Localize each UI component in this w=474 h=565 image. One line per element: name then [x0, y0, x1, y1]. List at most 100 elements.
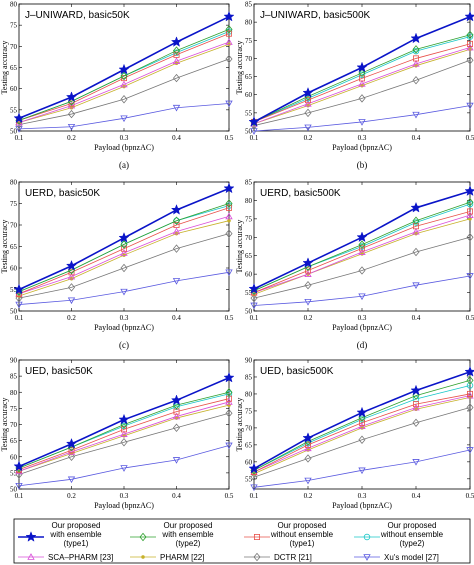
series-ours_noens1: [15, 30, 232, 124]
data-point: [358, 435, 366, 445]
x-axis-label: Payload (bpnzAC): [94, 143, 154, 152]
series-xu: [15, 100, 233, 133]
series-line: [253, 47, 471, 125]
data-point: [466, 56, 474, 65]
series-line: [253, 275, 471, 306]
data-point: [172, 57, 181, 64]
data-point: [358, 119, 366, 126]
x-tick-label: 0.4: [412, 134, 421, 142]
data-point: [120, 465, 128, 472]
legend-label: Our proposed: [52, 521, 101, 530]
data-point: [65, 259, 78, 271]
data-point: [65, 91, 78, 102]
series-line: [253, 201, 471, 292]
y-tick-label: 50: [10, 486, 18, 494]
y-tick-label: 80: [10, 179, 18, 187]
x-tick-label: 0.5: [466, 134, 474, 142]
data-point: [358, 413, 366, 422]
data-point: [250, 302, 258, 310]
data-point: [464, 10, 474, 22]
series-xu: [15, 442, 233, 490]
data-point: [304, 124, 312, 132]
y-tick-label: 80: [10, 389, 18, 397]
data-point: [67, 109, 76, 119]
x-tick-label: 0.2: [304, 314, 313, 322]
data-point: [225, 442, 233, 450]
data-point: [358, 75, 365, 82]
data-point: [466, 376, 474, 385]
data-point: [358, 94, 366, 103]
x-axis-label: Payload (bpnzAC): [332, 323, 392, 332]
legend-swatch-marker: [141, 555, 145, 559]
x-tick-label: 0.5: [225, 314, 234, 322]
data-point: [302, 432, 314, 443]
panel-title: UERD, basic500K: [260, 188, 341, 199]
y-axis-label: Testing accuracy: [0, 220, 9, 274]
x-tick-label: 0.3: [120, 134, 129, 142]
series-line: [18, 398, 230, 471]
data-point: [304, 99, 312, 107]
data-point: [466, 211, 474, 218]
series-line: [253, 203, 471, 292]
panel-title: UERD, basic50K: [25, 188, 100, 199]
data-point: [225, 38, 233, 45]
data-point: [466, 208, 473, 215]
data-point: [172, 423, 181, 432]
y-tick-label: 90: [245, 357, 253, 365]
data-point: [358, 293, 366, 301]
y-tick-label: 55: [245, 475, 253, 483]
data-point: [248, 282, 260, 294]
x-tick-label: 0.2: [304, 134, 313, 142]
y-tick-label: 70: [245, 234, 253, 242]
x-tick-label: 0.1: [15, 134, 24, 142]
data-point: [223, 10, 235, 22]
y-tick-label: 75: [10, 200, 18, 208]
data-point: [225, 388, 233, 397]
data-point: [304, 270, 312, 277]
x-tick-label: 0.5: [225, 492, 234, 500]
data-point: [304, 444, 312, 452]
data-point: [225, 30, 232, 37]
data-point: [358, 422, 366, 429]
data-point: [248, 462, 260, 474]
series-line: [18, 43, 230, 123]
x-tick-label: 0.3: [120, 492, 129, 500]
y-tick-label: 60: [245, 458, 253, 466]
legend-label: (type1): [290, 539, 315, 548]
series-ours_ens1: [248, 10, 474, 127]
chart-panel: 0.1 0.2 0.3 0.4 0.5 50 55 60 65 70 75 80 85 90 Payload…: [0, 357, 235, 528]
x-tick-label: 0.1: [15, 492, 24, 500]
data-point: [466, 382, 474, 389]
series-pharm: [17, 218, 231, 298]
series-pharm: [17, 42, 231, 125]
data-point: [120, 249, 128, 256]
y-tick-label: 75: [245, 407, 253, 415]
series-line: [253, 43, 471, 123]
data-point: [15, 482, 23, 490]
data-point: [356, 231, 368, 243]
y-tick-label: 70: [245, 55, 253, 63]
data-point: [225, 54, 233, 64]
x-tick-label: 0.5: [466, 492, 474, 500]
chart-panel: 0.1 0.2 0.3 0.4 0.5 50 55 60 65 70 75 80 Payload (bp…: [0, 1, 235, 170]
data-point: [118, 231, 130, 243]
y-axis-label: Testing accuracy: [0, 398, 9, 452]
data-point: [172, 216, 181, 225]
legend-entry: PHARM [22]: [130, 553, 204, 562]
x-tick-label: 0.2: [304, 492, 313, 500]
series-sca_pharm: [250, 391, 474, 475]
y-tick-label: 80: [245, 19, 253, 27]
series-ours_noens1: [250, 40, 473, 125]
y-tick-label: 75: [245, 37, 253, 45]
series-line: [18, 29, 230, 121]
y-tick-label: 60: [10, 85, 18, 93]
panel-caption: (b): [357, 160, 368, 170]
legend-entry: DCTR [21]: [244, 552, 312, 562]
data-point: [410, 384, 422, 396]
y-tick-label: 55: [245, 109, 253, 117]
panel-caption: (a): [119, 160, 129, 170]
series-line: [253, 407, 471, 478]
panel-title: UED, basic500K: [260, 366, 334, 377]
